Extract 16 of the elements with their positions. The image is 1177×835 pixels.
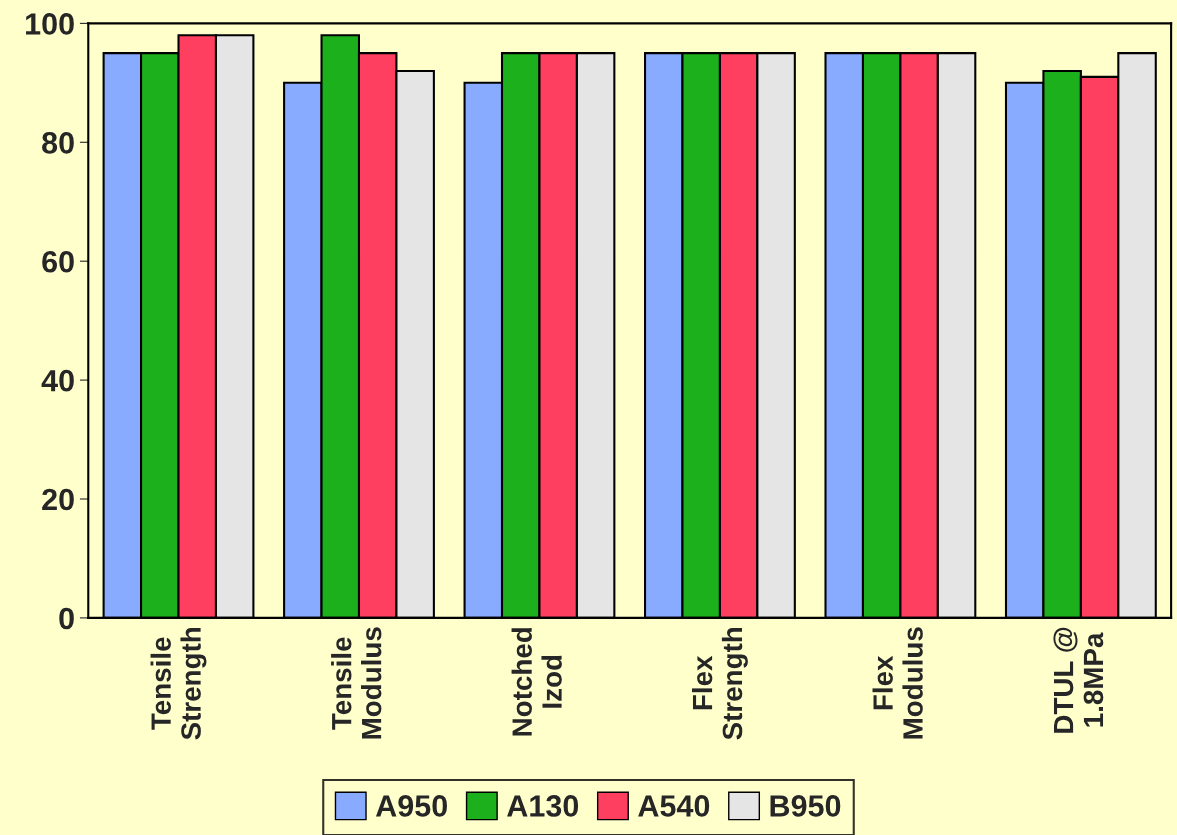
y-tick-label: 60 bbox=[42, 250, 74, 273]
x-tick-label: Tensile Strength bbox=[150, 627, 207, 740]
x-tick-label: Notched Izod bbox=[511, 628, 562, 736]
y-tick-label: 40 bbox=[41, 369, 74, 392]
x-tick-label: DTUL @ 1.8MPa bbox=[1053, 627, 1104, 733]
legend-label: A540 bbox=[638, 795, 710, 817]
y-tick-label: 80 bbox=[42, 132, 74, 154]
y-tick-label: 0 bbox=[59, 607, 74, 630]
x-tick-label: Flex Strength bbox=[691, 627, 748, 740]
x-tick-label: Flex Modulus bbox=[872, 627, 923, 739]
legend-label: A130 bbox=[507, 795, 579, 817]
x-tick-label: Tensile Modulus bbox=[331, 627, 382, 739]
legend-label: B950 bbox=[770, 795, 841, 817]
legend-label: A950 bbox=[375, 795, 447, 817]
y-tick-label: 100 bbox=[26, 13, 74, 35]
y-tick-label: 20 bbox=[42, 488, 74, 511]
